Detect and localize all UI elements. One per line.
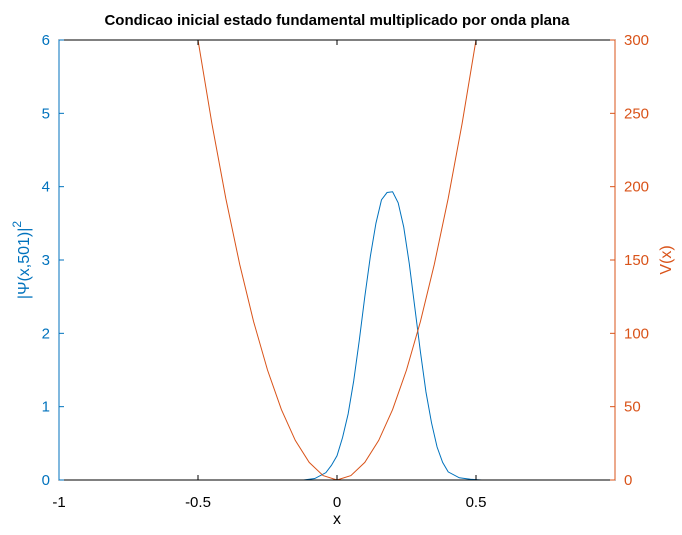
y-axis-left-label-superscript: 2 [10,221,24,228]
series-line-left-0 [303,191,482,480]
y-axis-right-label: V(x) [658,245,675,274]
y-left-tick-label-1: 1 [42,399,50,416]
y-right-tick-label-5: 250 [624,105,649,122]
y-axis-left-label: |Ψ(x,501)|2 [10,221,33,299]
y-axis-left: 0 1 2 3 4 5 6 [42,32,64,489]
y-right-tick-label-0: 0 [624,472,632,489]
y-left-tick-label-3: 3 [42,252,50,269]
y-axis-right: 0 50 100 150 200 250 300 [610,32,649,489]
y-left-tick-label-5: 5 [42,105,50,122]
series-line-right-2 [336,40,477,480]
y-left-tick-label-0: 0 [42,472,50,489]
series-layer [197,40,482,480]
y-right-tick-label-2: 100 [624,325,649,342]
y-right-tick-label-6: 300 [624,32,649,49]
y-right-tick-label-1: 50 [624,399,641,416]
series-line-right-1 [197,40,338,480]
chart-title: Condicao inicial estado fundamental mult… [104,12,570,29]
x-tick-label-2: 0 [333,494,341,511]
x-axis-label: x [333,511,341,528]
plot-area [59,40,615,480]
x-tick-label-0: -1 [52,494,65,511]
y-right-tick-label-4: 200 [624,179,649,196]
y-right-tick-label-3: 150 [624,252,649,269]
x-tick-label-1: -0.5 [185,494,211,511]
y-left-tick-label-4: 4 [42,179,50,196]
y-left-tick-label-6: 6 [42,32,50,49]
y-left-tick-label-2: 2 [42,325,50,342]
x-tick-label-3: 0.5 [466,494,487,511]
y-axis-left-label-main: |Ψ(x,501)| [16,228,33,299]
